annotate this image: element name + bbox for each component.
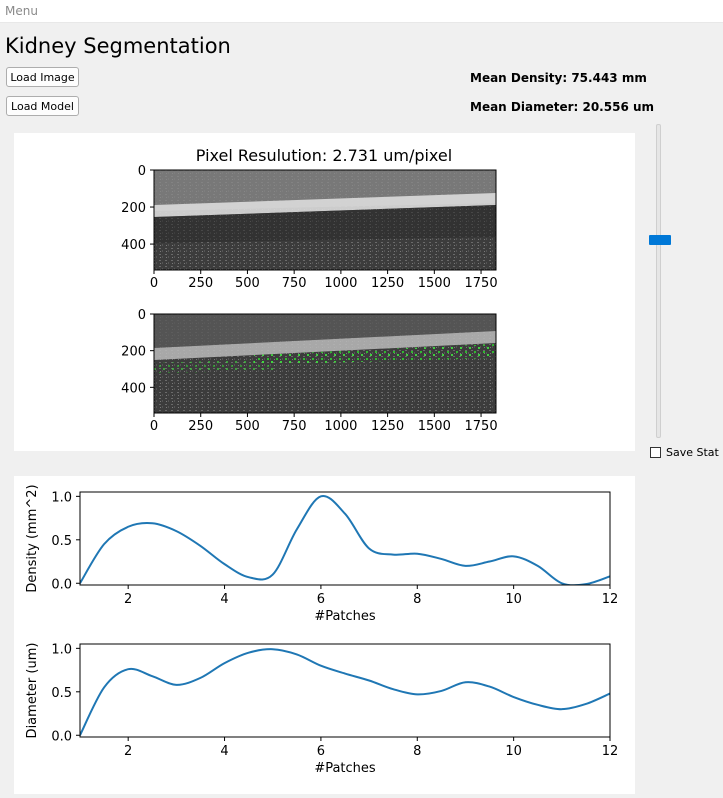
y-tick-label: 400 (121, 381, 146, 396)
x-tick-label: 1000 (324, 276, 357, 291)
save-stat-checkbox[interactable] (650, 447, 661, 458)
x-tick-label: 2 (124, 744, 132, 759)
x-tick-label: 500 (235, 419, 260, 434)
x-tick-label: 250 (188, 419, 213, 434)
y-tick-label: 0 (138, 308, 146, 323)
plots-panel: 2 4 6 8 10 12 0.0 0.5 1.0 #Patches Density (mm^2) … (14, 476, 635, 794)
image-axes-bottom: 0 250 500 750 1000 1250 1500 1750 0 200 400 (121, 308, 497, 434)
x-axis-label: #Patches (314, 761, 376, 776)
vertical-slider-track[interactable] (656, 124, 661, 438)
x-tick-label: 0 (150, 419, 158, 434)
x-tick-label: 1500 (418, 276, 451, 291)
plot-frame (79, 491, 611, 586)
menu-bar: Menu (0, 0, 723, 23)
x-tick-label: 1250 (371, 419, 404, 434)
original-scan (153, 169, 497, 271)
x-tick-label: 8 (413, 592, 421, 607)
density-chart: 2 4 6 8 10 12 0.0 0.5 1.0 #Patches Density (mm^2) (25, 484, 618, 624)
image-figure: Pixel Resulution: 2.731 um/pixel 0 250 500… (121, 146, 497, 434)
plot-frame (79, 643, 611, 738)
x-tick-label: 6 (317, 744, 325, 759)
x-tick-label: 2 (124, 592, 132, 607)
segmented-scan (153, 313, 497, 414)
series-line (80, 494, 610, 585)
image-panel: Pixel Resulution: 2.731 um/pixel 0 250 500… (14, 133, 635, 451)
x-tick-label: 1000 (324, 419, 357, 434)
x-tick-label: 8 (413, 744, 421, 759)
x-tick-label: 4 (220, 592, 228, 607)
y-tick-label: 200 (121, 201, 146, 216)
y-tick-label: 0.0 (51, 729, 72, 744)
x-tick-label: 500 (235, 276, 260, 291)
image-title: Pixel Resulution: 2.731 um/pixel (196, 146, 452, 165)
y-tick-label: 0.0 (51, 577, 72, 592)
x-tick-label: 6 (317, 592, 325, 607)
y-tick-label: 1.0 (51, 642, 72, 657)
x-tick-label: 1250 (371, 276, 404, 291)
x-tick-label: 4 (220, 744, 228, 759)
x-tick-label: 750 (282, 419, 307, 434)
y-tick-label: 0.5 (51, 534, 72, 549)
save-stat-option[interactable]: Save Stat (650, 446, 719, 459)
load-image-button[interactable]: Load Image (6, 67, 79, 87)
save-stat-label: Save Stat (666, 446, 719, 459)
x-tick-label: 1500 (418, 419, 451, 434)
y-axis-label: Diameter (um) (25, 643, 40, 739)
x-tick-label: 1750 (465, 276, 498, 291)
vertical-slider-handle[interactable] (649, 235, 671, 246)
x-tick-label: 12 (602, 592, 619, 607)
y-tick-label: 0 (138, 164, 146, 179)
x-axis-label: #Patches (314, 609, 376, 624)
diameter-chart: 2 4 6 8 10 12 0.0 0.5 1.0 #Patches Diameter (um) (25, 642, 618, 776)
mean-density-label: Mean Density: 75.443 mm (470, 71, 647, 85)
x-tick-label: 10 (505, 592, 522, 607)
x-tick-label: 12 (602, 744, 619, 759)
load-model-button[interactable]: Load Model (6, 96, 79, 116)
series-line (80, 648, 610, 736)
y-tick-label: 200 (121, 345, 146, 360)
x-tick-label: 0 (150, 276, 158, 291)
y-tick-label: 1.0 (51, 490, 72, 505)
image-axes-top: 0 250 500 750 1000 1250 1500 1750 0 200 400 (121, 164, 497, 291)
menu-item[interactable]: Menu (5, 4, 38, 18)
x-tick-label: 750 (282, 276, 307, 291)
x-tick-label: 10 (505, 744, 522, 759)
y-tick-label: 0.5 (51, 686, 72, 701)
y-tick-label: 400 (121, 238, 146, 253)
app-title: Kidney Segmentation (5, 34, 231, 58)
x-tick-label: 250 (188, 276, 213, 291)
mean-diameter-label: Mean Diameter: 20.556 um (470, 100, 655, 114)
x-tick-label: 1750 (465, 419, 498, 434)
y-axis-label: Density (mm^2) (25, 484, 40, 592)
